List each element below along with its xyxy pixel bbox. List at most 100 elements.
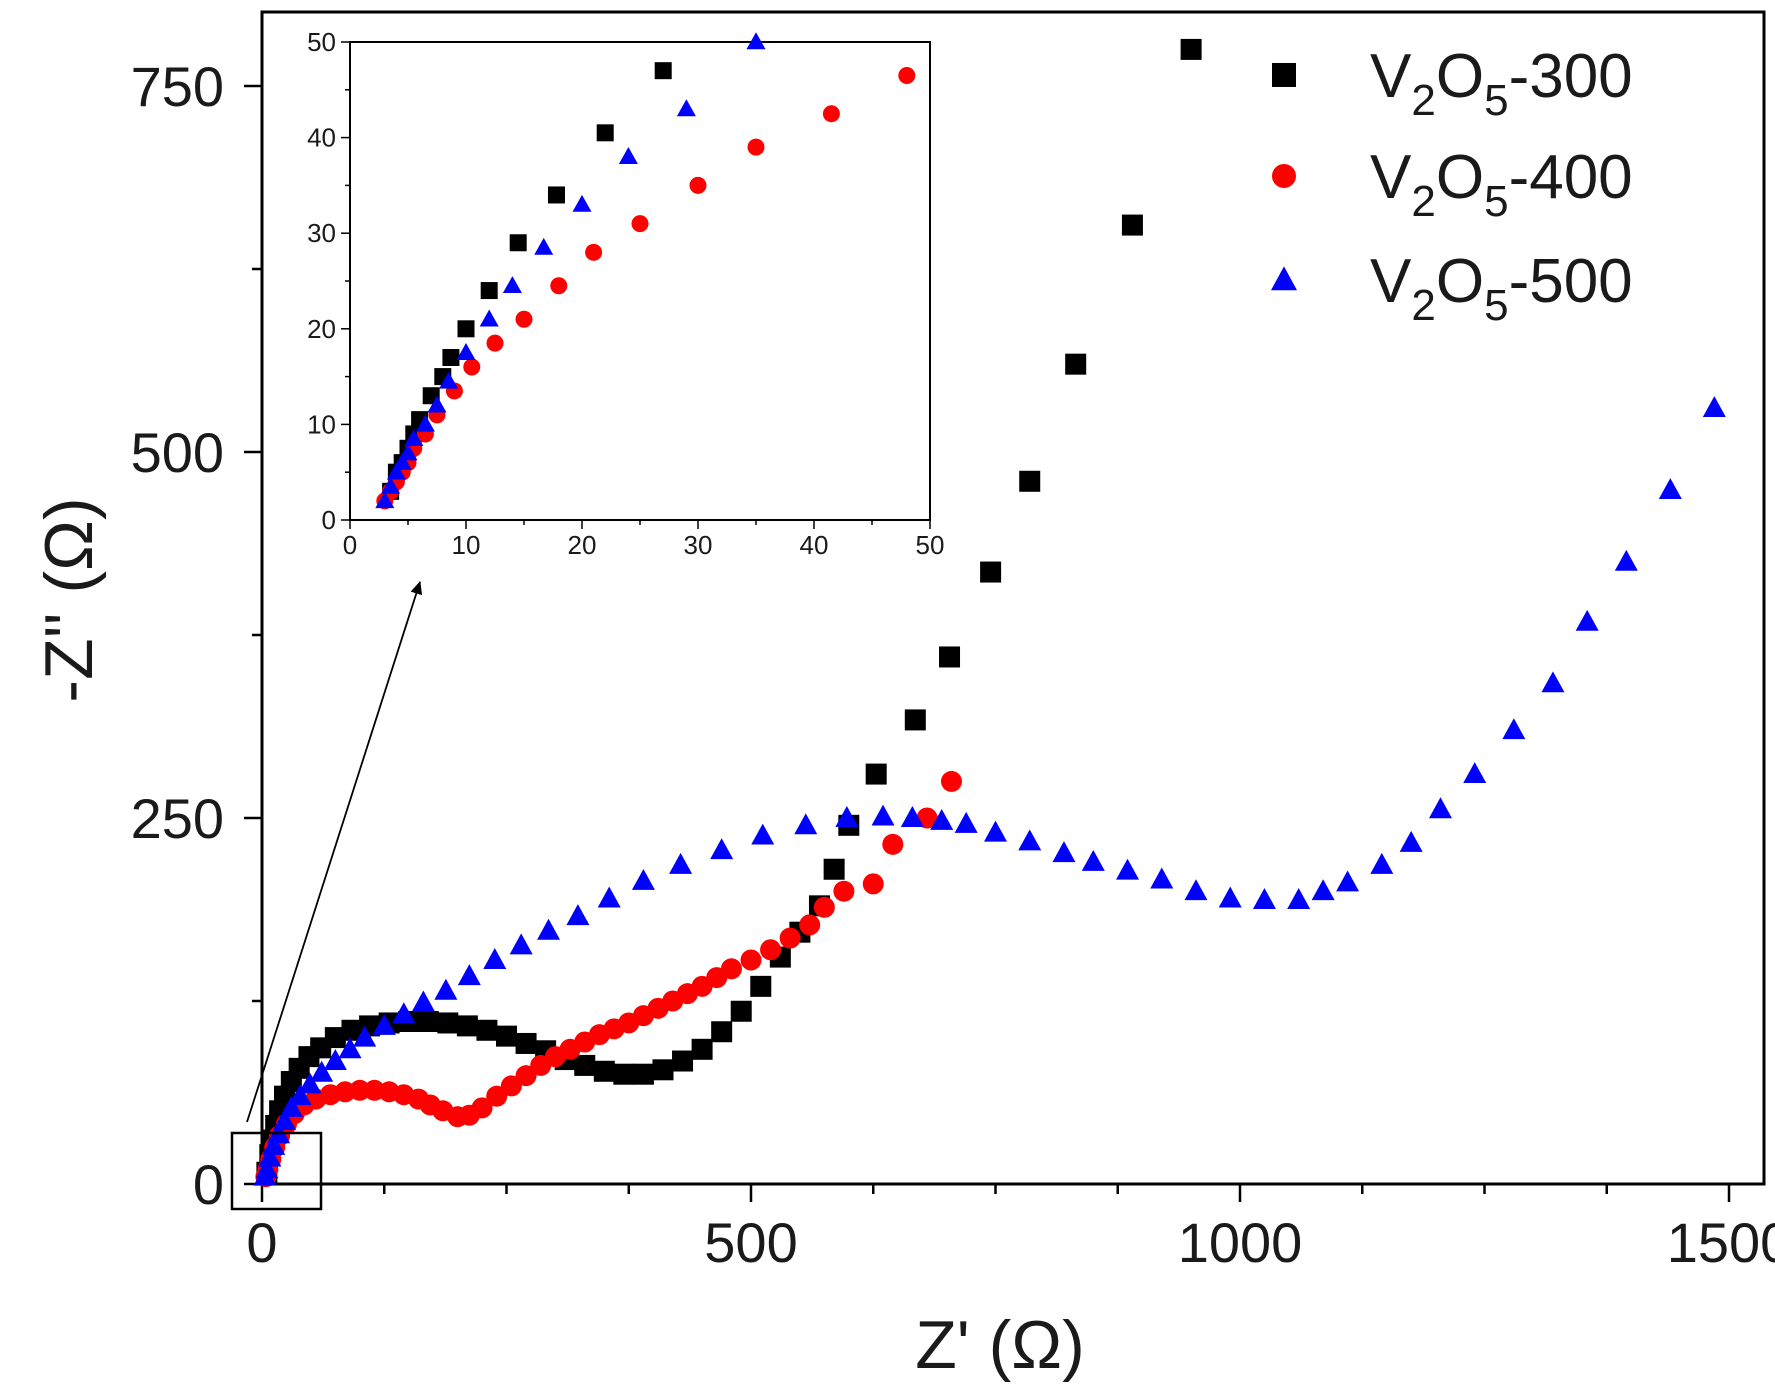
data-point [597, 886, 621, 908]
legend-marker-triangle [1271, 266, 1297, 291]
inset-y-tick-label: 40 [307, 123, 336, 153]
data-point [324, 1027, 346, 1049]
inset-data-point [386, 462, 406, 480]
data-point [298, 1072, 322, 1094]
legend-entry: V2O5-300 [1272, 42, 1633, 125]
data-point [1399, 830, 1423, 852]
inset-data-point [746, 32, 766, 50]
inset-data-point [509, 234, 527, 252]
inset-data-point [502, 276, 522, 294]
data-point [1541, 671, 1565, 693]
inset-y-tick-label: 30 [307, 218, 336, 248]
data-point [904, 709, 926, 731]
data-point [865, 763, 887, 785]
inset-data-point [486, 334, 504, 352]
data-point [730, 1000, 752, 1022]
inset-data-point [747, 138, 765, 156]
data-point [483, 948, 507, 969]
data-point [813, 896, 835, 918]
data-point [632, 1063, 654, 1085]
inset-data-point [654, 62, 672, 80]
data-point [835, 806, 859, 827]
inset-axis-ticks: 0 10 20 30 40 50 0 10 20 30 40 50 [307, 27, 944, 560]
data-point [515, 1032, 537, 1054]
data-point [794, 813, 818, 835]
data-point [900, 806, 924, 827]
data-point [871, 804, 895, 826]
data-point [437, 1012, 459, 1034]
data-point [1428, 797, 1452, 819]
data-point [1184, 879, 1208, 901]
inset-data-point [439, 371, 459, 389]
inset-x-tick-label: 10 [452, 530, 481, 560]
data-point [1116, 858, 1140, 880]
legend-label: V2O5-500 [1370, 247, 1633, 330]
inset-data-point [822, 105, 840, 123]
inset-data-point [442, 348, 460, 366]
data-point [1370, 852, 1394, 874]
data-point [272, 1109, 296, 1131]
data-point [833, 880, 855, 902]
data-point [496, 1025, 517, 1047]
data-point [353, 1025, 377, 1047]
data-point [652, 1059, 674, 1081]
data-point [279, 1095, 303, 1117]
data-point [799, 914, 821, 936]
inset-data-point [456, 343, 476, 360]
inset-data-point [457, 320, 475, 338]
data-point [456, 1015, 478, 1037]
data-point [613, 1063, 635, 1085]
data-point [411, 990, 435, 1012]
data-point [750, 975, 772, 997]
data-point [1052, 841, 1076, 863]
inset-data-point [427, 395, 447, 413]
data-point [710, 838, 734, 860]
y-tick-label: 500 [131, 421, 224, 484]
data-point [672, 1050, 694, 1072]
inset-y-tick-label: 10 [307, 409, 336, 439]
data-point [760, 939, 782, 961]
inset-data-point [550, 277, 568, 295]
data-point [631, 868, 655, 890]
data-point [262, 1133, 286, 1155]
data-point [1150, 867, 1174, 889]
inset-x-tick-label: 0 [343, 530, 357, 560]
series-V2O5-500 [253, 396, 1726, 1186]
inset-plot-frame [349, 41, 931, 521]
y-tick-label: 250 [131, 787, 224, 850]
data-point [258, 1145, 282, 1167]
legend-label: V2O5-300 [1370, 42, 1633, 125]
data-point [882, 833, 904, 855]
y-tick-label: 750 [131, 55, 224, 118]
data-point [341, 1019, 363, 1041]
data-point [1463, 762, 1487, 784]
inset-data-point [404, 429, 424, 447]
data-point [980, 561, 1002, 583]
data-point [372, 1013, 396, 1035]
data-point [691, 1038, 713, 1060]
main-data-points [253, 38, 1726, 1188]
data-point [1702, 396, 1726, 418]
x-tick-label: 1000 [1178, 1211, 1303, 1274]
data-point [1502, 718, 1526, 740]
inset-data-point [572, 194, 592, 212]
data-point [1218, 886, 1242, 908]
data-point [1065, 353, 1087, 375]
inset-data-point [547, 186, 565, 204]
data-point [593, 1060, 615, 1082]
data-point [457, 964, 481, 986]
inset-x-tick-label: 30 [684, 530, 713, 560]
data-point [1018, 829, 1042, 851]
inset-data-point [479, 309, 499, 327]
legend: V2O5-300 V2O5-400 V2O5-500 [1271, 42, 1633, 330]
inset-data-point [596, 124, 614, 142]
data-point [349, 1079, 371, 1101]
data-point [574, 1054, 596, 1076]
inset-data-point [415, 414, 435, 432]
inset-data-point [392, 452, 412, 470]
data-point [720, 958, 742, 980]
inset-data-point [480, 282, 498, 300]
data-point [1019, 470, 1041, 492]
